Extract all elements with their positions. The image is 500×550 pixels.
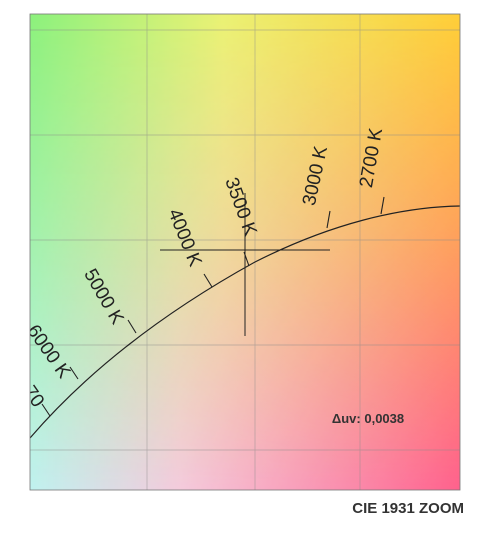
caption: CIE 1931 ZOOM <box>352 500 464 517</box>
crosshair <box>160 193 330 336</box>
planckian-locus <box>30 205 460 439</box>
grid <box>30 14 460 490</box>
plot-frame <box>29 13 461 491</box>
isotherm-ticks <box>41 196 385 417</box>
delta-uv: Δuv: 0,0038 <box>332 411 404 426</box>
